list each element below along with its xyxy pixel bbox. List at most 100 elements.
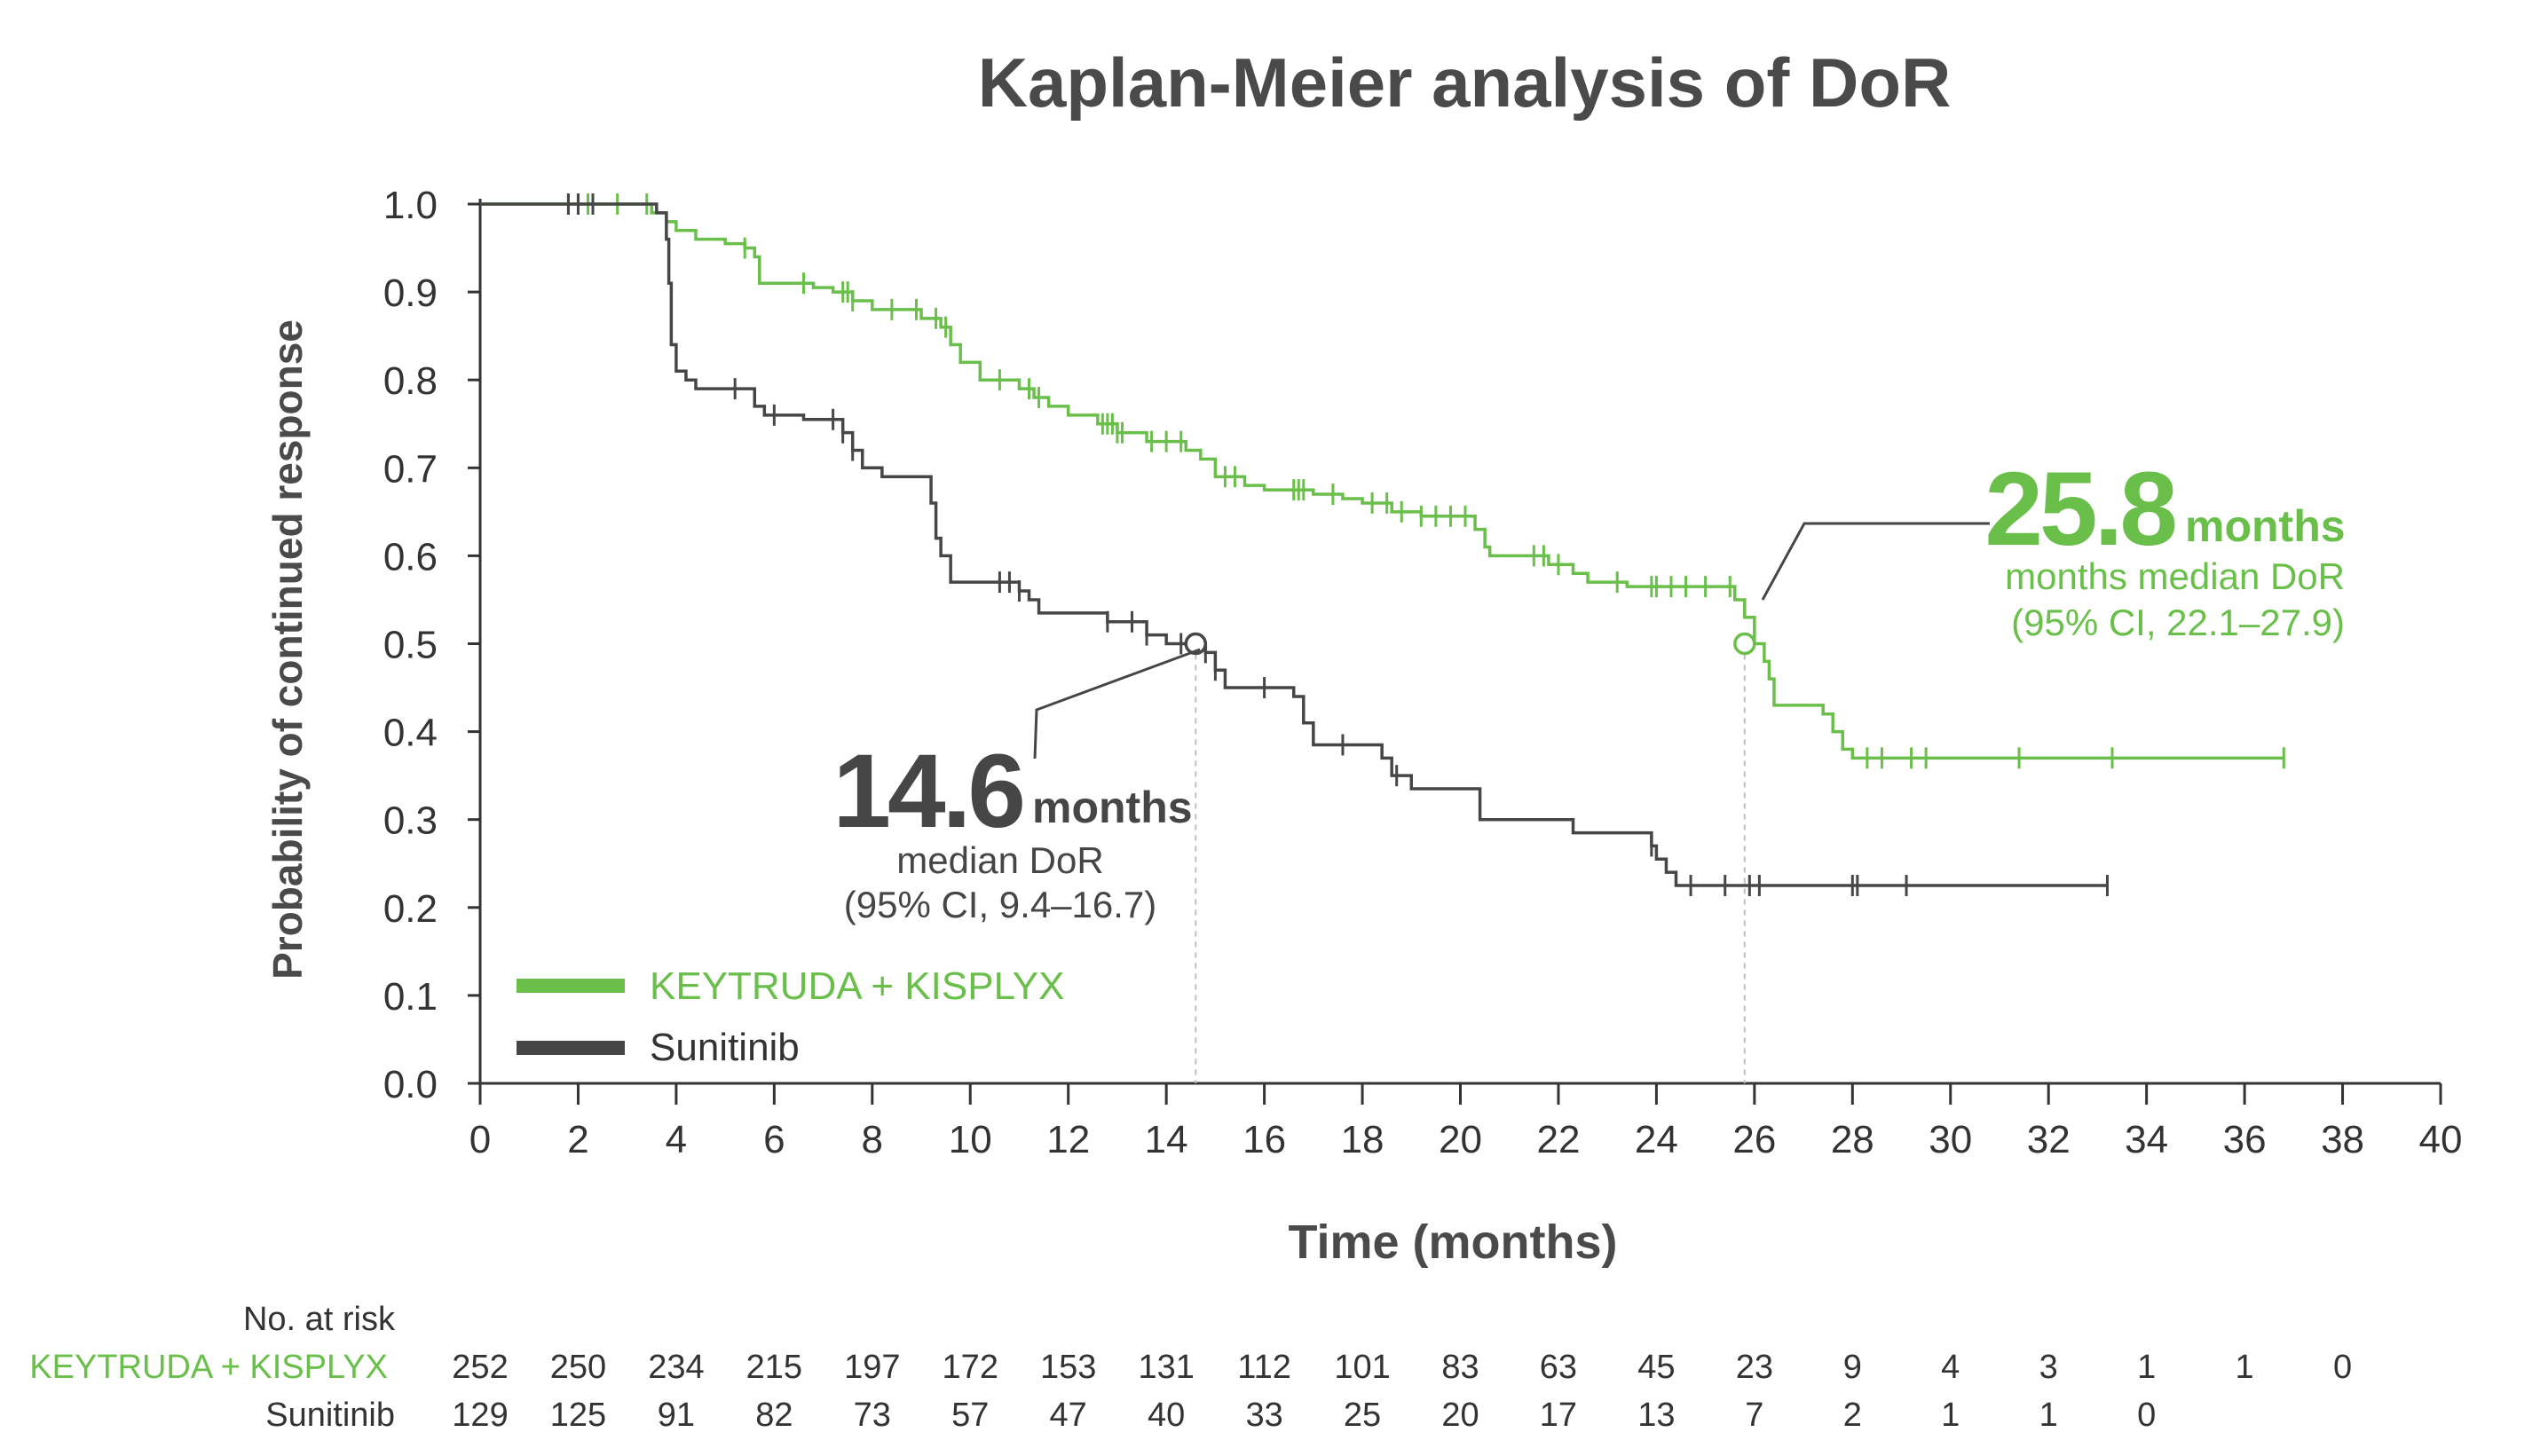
y-tick-label: 0.9 — [383, 272, 438, 315]
x-tick-label: 18 — [1341, 1118, 1384, 1161]
chart-title: Kaplan-Meier analysis of DoR — [978, 43, 1952, 122]
x-tick-label: 28 — [1831, 1118, 1874, 1161]
annotation-sunitinib-value: 14.6 — [832, 733, 1022, 850]
risk-value: 73 — [854, 1397, 891, 1434]
risk-value: 20 — [1441, 1397, 1479, 1434]
annotation-keytruda-unit: months — [2185, 501, 2346, 551]
annotation-keytruda-value: 25.8 — [1984, 451, 2174, 568]
risk-value: 0 — [2333, 1349, 2352, 1386]
risk-value: 83 — [1441, 1349, 1479, 1386]
annotation-keytruda-line1: months median DoR — [2005, 555, 2345, 597]
x-tick-label: 20 — [1439, 1118, 1482, 1161]
annotation-leader-sunitinib — [1033, 648, 1201, 759]
risk-value: 234 — [648, 1349, 704, 1386]
y-axis-title: Probability of continued response — [264, 319, 311, 980]
risk-value: 25 — [1344, 1397, 1381, 1434]
legend-swatch-keytruda — [517, 979, 625, 993]
risk-value: 129 — [452, 1397, 508, 1434]
y-tick-label: 0.1 — [383, 975, 438, 1019]
x-tick-label: 14 — [1145, 1118, 1188, 1161]
y-tick-label: 0.2 — [383, 887, 438, 931]
median-markers — [1184, 632, 1756, 656]
risk-value: 252 — [452, 1349, 508, 1386]
y-tick-label: 0.8 — [383, 359, 438, 403]
risk-value: 4 — [1941, 1349, 1960, 1386]
y-tick-label: 0.7 — [383, 447, 438, 491]
risk-value: 13 — [1637, 1397, 1675, 1434]
risk-value: 215 — [746, 1349, 802, 1386]
risk-value: 63 — [1540, 1349, 1577, 1386]
risk-value: 45 — [1637, 1349, 1675, 1386]
y-tick-label: 0.5 — [383, 624, 438, 667]
y-tick-label: 1.0 — [383, 184, 438, 227]
risk-value: 2 — [1843, 1397, 1862, 1434]
risk-value: 7 — [1745, 1397, 1763, 1434]
risk-value: 0 — [2137, 1397, 2156, 1434]
annotation-sunitinib-median: 14.6 months median DoR (95% CI, 9.4–16.7… — [832, 648, 1201, 925]
risk-value: 57 — [951, 1397, 989, 1434]
x-tick-label: 32 — [2027, 1118, 2071, 1161]
x-tick-label: 26 — [1732, 1118, 1776, 1161]
y-tick-label: 0.6 — [383, 535, 438, 578]
risk-value: 1 — [1941, 1397, 1960, 1434]
risk-value: 47 — [1050, 1397, 1087, 1434]
x-tick-label: 4 — [666, 1118, 687, 1161]
risk-value: 17 — [1540, 1397, 1577, 1434]
x-tick-label: 38 — [2321, 1118, 2364, 1161]
median-marker-1 — [1184, 632, 1208, 656]
risk-value: 112 — [1237, 1349, 1291, 1386]
risk-table-header: No. at risk — [243, 1301, 396, 1338]
risk-value: 40 — [1148, 1397, 1185, 1434]
risk-value: 3 — [2039, 1349, 2058, 1386]
risk-value: 91 — [658, 1397, 695, 1434]
axes: 0.00.10.20.30.40.50.60.70.80.91.00 2 4 6 8 10… — [383, 184, 2463, 1161]
risk-value: 9 — [1843, 1349, 1862, 1386]
x-tick-label: 40 — [2419, 1118, 2463, 1161]
risk-value: 153 — [1040, 1349, 1096, 1386]
x-tick-label: 8 — [862, 1118, 883, 1161]
x-tick-label: 36 — [2223, 1118, 2267, 1161]
x-tick-label: 6 — [763, 1118, 785, 1161]
y-tick-label: 0.3 — [383, 799, 438, 843]
survival-curves — [480, 193, 2285, 897]
risk-row-label-keytruda: KEYTRUDA + KISPLYX — [29, 1349, 388, 1386]
x-tick-label: 12 — [1046, 1118, 1090, 1161]
x-tick-label: 24 — [1635, 1118, 1678, 1161]
x-tick-label: 0 — [469, 1118, 491, 1161]
legend-label-sunitinib: Sunitinib — [650, 1026, 800, 1069]
risk-value: 197 — [844, 1349, 900, 1386]
annotation-keytruda-line2: (95% CI, 22.1–27.9) — [2011, 602, 2345, 643]
risk-value: 1 — [2236, 1349, 2254, 1386]
x-tick-label: 10 — [949, 1118, 992, 1161]
legend: KEYTRUDA + KISPLYX Sunitinib — [517, 964, 1064, 1069]
series-curve-0 — [480, 202, 2284, 760]
y-tick-label: 0.0 — [383, 1063, 438, 1106]
y-tick-label: 0.4 — [383, 712, 438, 755]
annotation-sunitinib-unit: months — [1032, 783, 1193, 832]
risk-value: 172 — [943, 1349, 998, 1386]
risk-row-label-sunitinib: Sunitinib — [265, 1397, 395, 1434]
risk-value: 101 — [1334, 1349, 1390, 1386]
x-tick-label: 34 — [2125, 1118, 2168, 1161]
median-marker-0 — [1733, 632, 1756, 656]
annotation-keytruda-median: 25.8 months months median DoR (95% CI, 2… — [1761, 451, 2346, 643]
risk-value: 1 — [2137, 1349, 2156, 1386]
x-tick-label: 16 — [1242, 1118, 1286, 1161]
series-curve-1 — [480, 202, 2108, 887]
risk-value: 250 — [550, 1349, 606, 1386]
annotation-sunitinib-line2: (95% CI, 9.4–16.7) — [844, 884, 1157, 925]
annotation-leader-keytruda — [1761, 522, 1990, 601]
x-tick-label: 22 — [1536, 1118, 1580, 1161]
risk-value: 23 — [1736, 1349, 1773, 1386]
legend-label-keytruda: KEYTRUDA + KISPLYX — [650, 964, 1064, 1008]
x-axis-title: Time (months) — [1288, 1216, 1617, 1269]
median-guides — [1195, 643, 1746, 1083]
risk-value: 33 — [1245, 1397, 1282, 1434]
legend-swatch-sunitinib — [517, 1041, 625, 1055]
risk-table: No. at risk KEYTRUDA + KISPLYX Sunitinib… — [29, 1301, 2352, 1434]
risk-value: 1 — [2039, 1397, 2058, 1434]
risk-value: 82 — [755, 1397, 793, 1434]
x-tick-label: 2 — [567, 1118, 588, 1161]
risk-value: 125 — [550, 1397, 606, 1434]
